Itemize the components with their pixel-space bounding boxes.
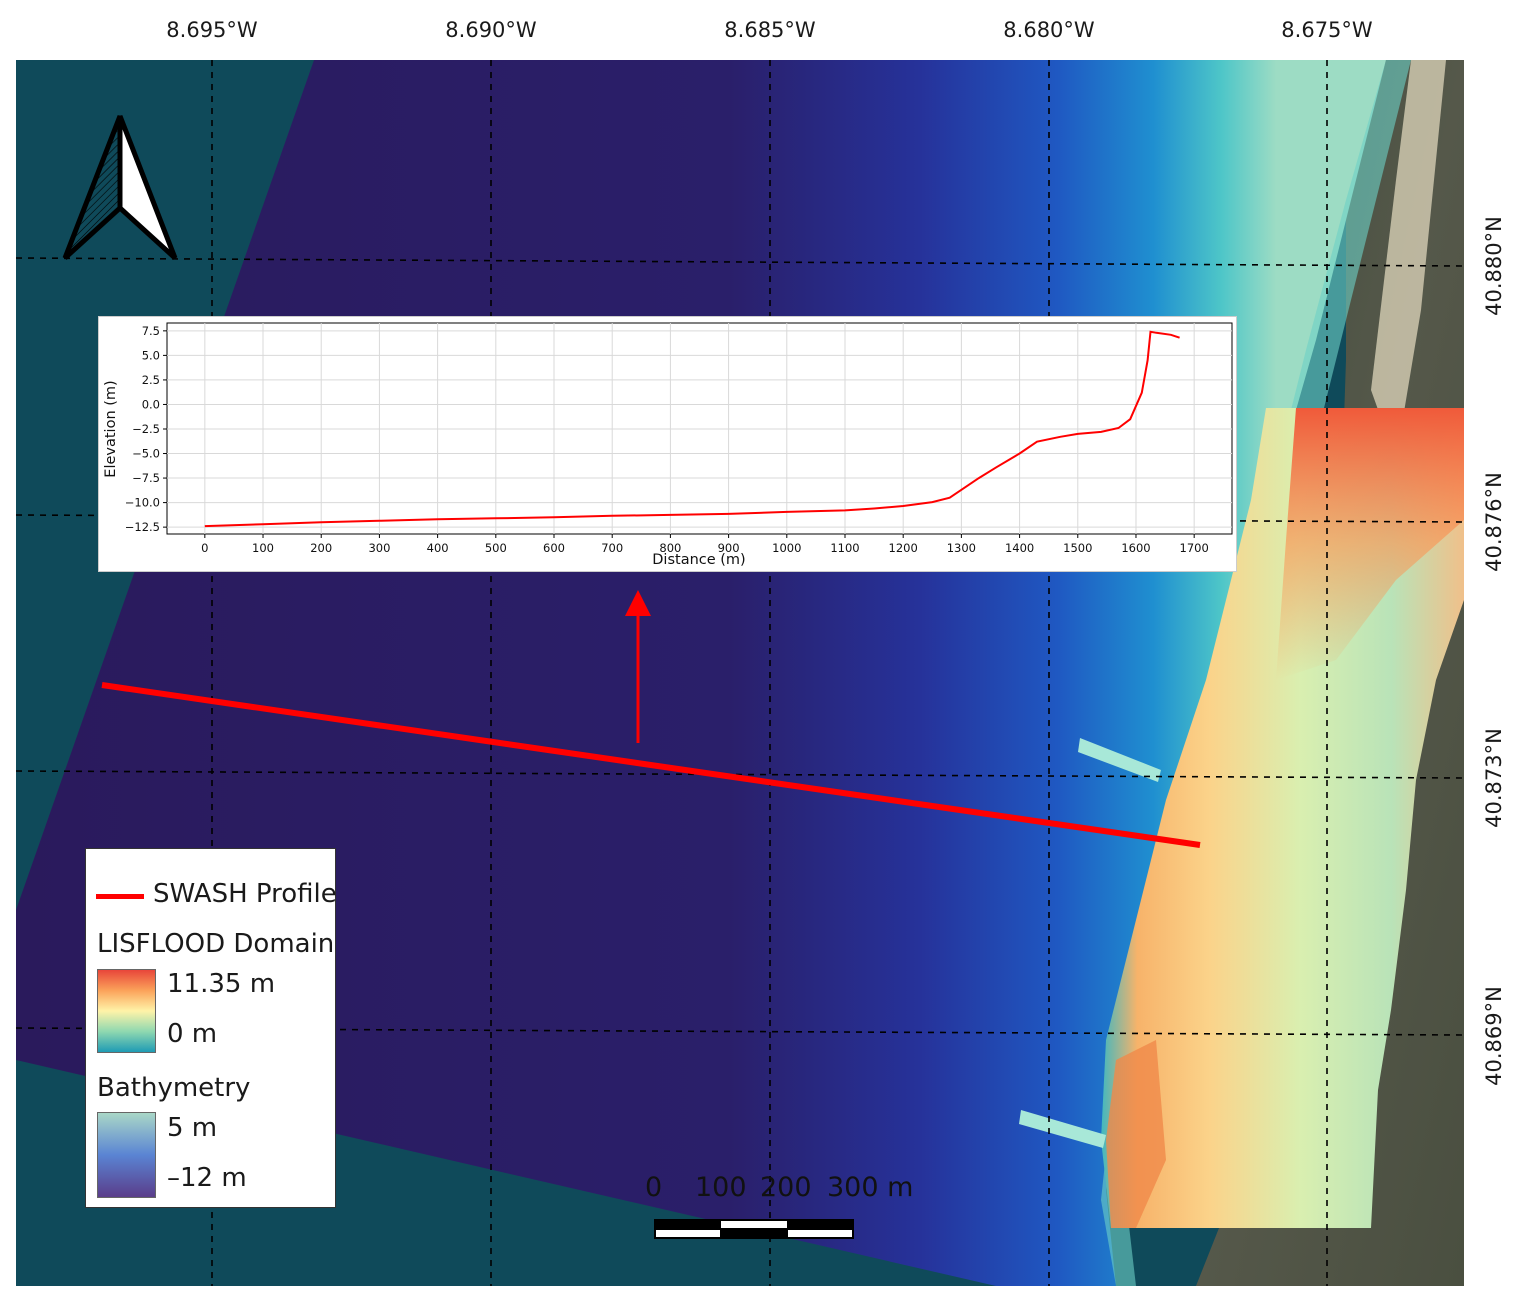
x-tick-label: 1300 [947,541,976,555]
scale-label: 300 m [827,1172,914,1203]
x-tick-label: 0 [201,541,208,555]
bathymetry-min-label: –12 m [167,1163,247,1193]
groyne-north [1078,738,1161,782]
chart-svg: 0 100 200 300 400 500 600 700 800 900 1000 1100 1200… [103,322,1233,568]
surf-zone [1101,60,1411,1286]
x-tick-label: 800 [659,541,681,555]
x-tick-label: 600 [543,541,565,555]
x-tick-label: 300 [368,541,390,555]
latitude-label: 40.876°N [1482,472,1506,572]
x-tick-label: 400 [427,541,449,555]
y-axis-label: Elevation (m) [103,380,119,477]
y-tick-label: −2.5 [132,422,160,436]
y-tick-label: 7.5 [142,324,160,338]
bathymetry-max-label: 5 m [167,1113,218,1143]
bathymetry-color-ramp [97,1112,156,1198]
x-tick-label: 200 [310,541,332,555]
lisflood-min-label: 0 m [167,1019,218,1049]
longitude-label: 8.680°W [1003,18,1095,42]
profile-legend-swatch [96,894,144,899]
swash-profile-line[interactable] [101,682,1201,848]
bathymetry-legend-title: Bathymetry [97,1073,251,1103]
scale-label: 0 [645,1172,663,1203]
latitude-label: 40.869°N [1482,986,1506,1086]
y-tick-label: 2.5 [142,373,160,387]
y-tick-label: 5.0 [142,348,160,362]
elevation-series-line [204,330,1180,528]
x-tick-label: 500 [485,541,507,555]
dune-strip [1371,60,1446,460]
map-legend: SWASH Profile LISFLOOD Domain 11.35 m 0 … [85,848,337,1208]
y-tick-label: −12.5 [125,520,160,534]
lisflood-max-label: 11.35 m [167,969,276,999]
latitude-label: 40.880°N [1482,216,1506,316]
lisflood-high-zone [1106,1040,1166,1228]
profile-legend-label: SWASH Profile [153,879,337,909]
lisflood-color-ramp [97,969,156,1053]
scale-label: 200 [760,1172,812,1203]
longitude-label: 8.685°W [724,18,816,42]
x-tick-label: 700 [601,541,623,555]
x-tick-label: 1400 [1005,541,1034,555]
x-tick-label: 1600 [1121,541,1150,555]
x-tick-label: 900 [718,541,740,555]
groyne-south [1019,1110,1106,1148]
y-tick-label: −10.0 [125,496,160,510]
lisflood-raster [1101,408,1464,1228]
latitude-label: 40.873°N [1482,728,1506,828]
lisflood-legend-title: LISFLOOD Domain [97,929,335,959]
longitude-label: 8.690°W [445,18,537,42]
profile-arrow-head [625,590,651,616]
lisflood-high-zone [1276,408,1464,680]
elevation-profile-chart: 0 100 200 300 400 500 600 700 800 900 1000 1100 1200… [98,316,1237,572]
x-tick-label: 1000 [772,541,801,555]
x-tick-label: 1200 [889,541,918,555]
y-tick-label: −7.5 [132,471,160,485]
longitude-label: 8.695°W [166,18,258,42]
scale-bar [654,1219,854,1239]
x-tick-label: 1100 [830,541,859,555]
y-tick-label: −5.0 [132,447,160,461]
x-tick-label: 1500 [1063,541,1092,555]
x-axis-label: Distance (m) [652,552,745,568]
north-arrow-icon [62,115,178,260]
y-tick-label: 0.0 [142,397,160,411]
longitude-label: 8.675°W [1281,18,1373,42]
x-tick-label: 1700 [1180,541,1209,555]
scale-label: 100 [695,1172,747,1203]
x-tick-label: 100 [252,541,274,555]
